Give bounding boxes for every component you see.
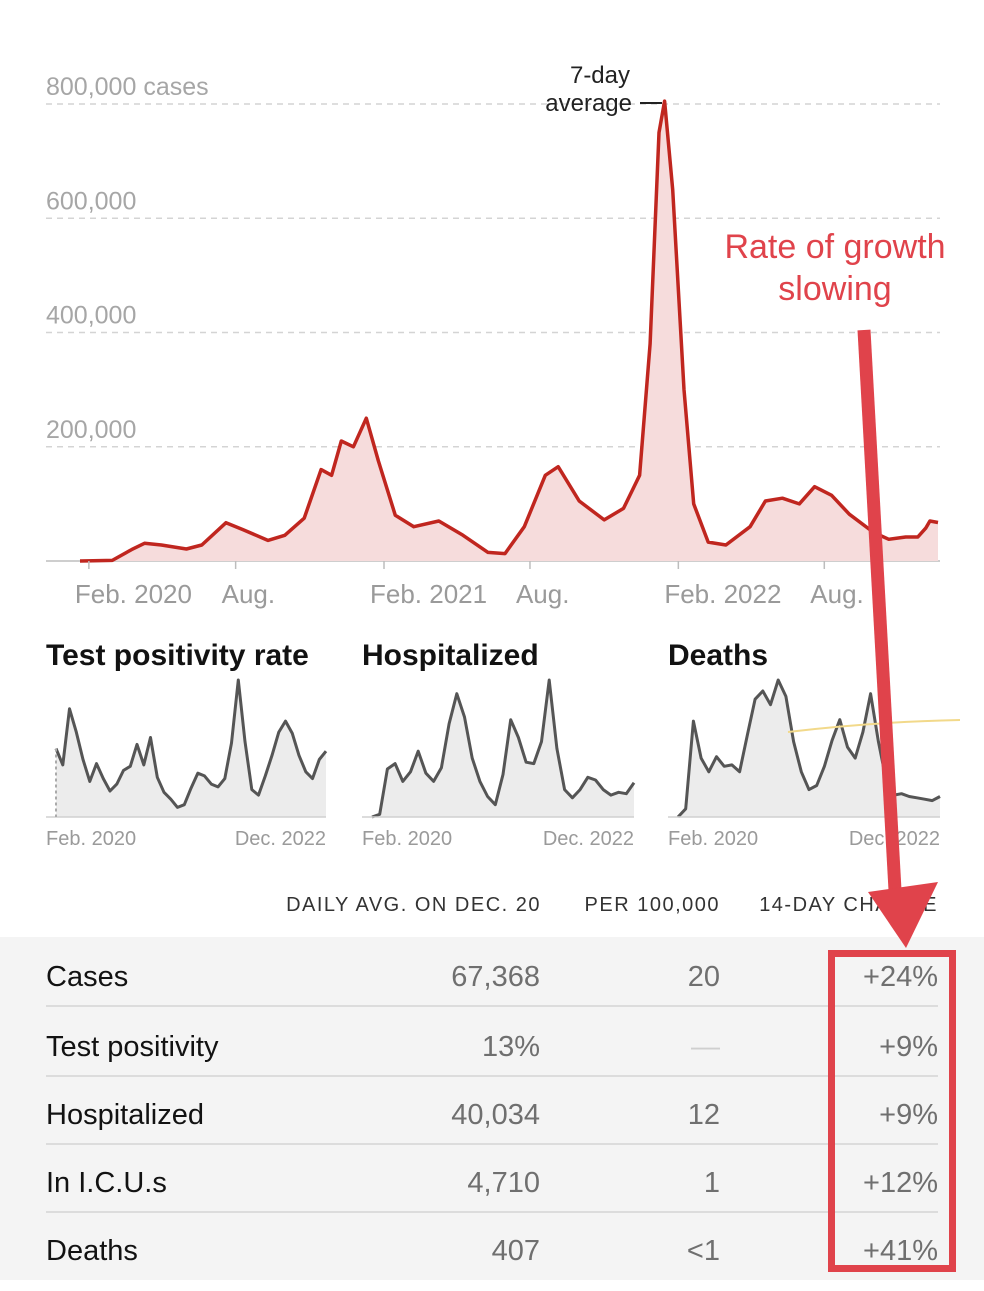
callout-line1: Rate of growth <box>724 228 945 266</box>
main-chart-gridlines: 200,000 400,000 600,000 800,000 cases <box>46 73 940 562</box>
main-chart-plot <box>79 99 939 563</box>
mini-area-fill <box>372 680 634 817</box>
row-daily-avg: 13% <box>481 1031 540 1063</box>
y-tick-label: 400,000 <box>46 302 136 330</box>
mini-x-tick-end: Dec. 2022 <box>849 828 940 850</box>
main-chart-x-ticks: Feb. 2020 Aug. Feb. 2021 Aug. Feb. 2022 Aug. <box>75 561 864 609</box>
row-daily-avg: 67,368 <box>451 961 540 993</box>
stats-table: Cases 67,368 20 +24% Test positivity 13%… <box>0 937 984 1280</box>
mini-x-tick-start: Feb. 2020 <box>46 828 136 850</box>
table-row-hospitalized: Hospitalized 40,034 12 +9% <box>46 1075 938 1145</box>
row-14-day-change: +9% <box>879 1099 938 1131</box>
row-label: Test positivity <box>46 1031 219 1063</box>
table-row-cases: Cases 67,368 20 +24% <box>46 937 938 1007</box>
row-label: Deaths <box>46 1235 138 1267</box>
cases-chart: 200,000 400,000 600,000 800,000 cases Feb. … <box>46 62 961 850</box>
row-label: In I.C.U.s <box>46 1167 167 1199</box>
y-tick-label: 800,000 cases <box>46 73 209 101</box>
mini-chart-hospitalized: Hospitalized Feb. 2020 Dec. 2022 <box>362 639 636 850</box>
row-daily-avg: 40,034 <box>451 1099 540 1131</box>
row-label: Cases <box>46 961 129 993</box>
row-per-100k: — <box>691 1031 720 1063</box>
header-14-day-change: 14-DAY CHANGE <box>759 894 938 916</box>
avg-label-line1: 7-day <box>570 62 630 89</box>
table-row-deaths: Deaths 407 <1 +41% <box>46 1211 938 1279</box>
row-per-100k: <1 <box>686 1235 720 1267</box>
row-14-day-change: +12% <box>863 1167 938 1199</box>
y-tick-label: 600,000 <box>46 187 136 215</box>
mini-chart-test-positivity-rate: Test positivity rate Feb. 2020 Dec. 2022 <box>46 639 328 850</box>
cases-7day-line <box>79 99 939 563</box>
mini-x-tick-start: Feb. 2020 <box>362 828 452 850</box>
x-tick-label: Feb. 2022 <box>664 579 781 609</box>
row-daily-avg: 4,710 <box>467 1167 540 1199</box>
header-daily-avg: DAILY AVG. ON DEC. 20 <box>286 894 541 916</box>
header-per-100k: PER 100,000 <box>584 894 720 916</box>
mini-chart-title: Hospitalized <box>362 639 539 672</box>
mini-x-tick-end: Dec. 2022 <box>235 828 326 850</box>
row-per-100k: 1 <box>703 1167 720 1199</box>
row-14-day-change: +24% <box>863 961 938 993</box>
mini-line <box>371 678 636 819</box>
callout-line2: slowing <box>778 270 891 308</box>
x-tick-label: Aug. <box>810 579 864 609</box>
mini-area-fill <box>56 680 326 817</box>
mini-x-tick-end: Dec. 2022 <box>543 828 634 850</box>
mini-chart-title: Deaths <box>668 639 768 672</box>
table-row-icu: In I.C.U.s 4,710 1 +12% <box>46 1143 938 1213</box>
x-tick-label: Feb. 2020 <box>75 579 192 609</box>
row-14-day-change: +41% <box>863 1235 938 1267</box>
mini-x-tick-start: Feb. 2020 <box>668 828 758 850</box>
mini-chart-title: Test positivity rate <box>46 639 309 672</box>
change-column-highlight-box <box>828 950 956 1272</box>
mini-chart-deaths: Deaths Feb. 2020 Dec. 2022 <box>668 639 941 850</box>
mini-area-fill <box>678 680 940 817</box>
row-label: Hospitalized <box>46 1099 204 1131</box>
y-tick-label: 200,000 <box>46 416 136 444</box>
row-per-100k: 20 <box>687 961 720 993</box>
row-per-100k: 12 <box>687 1099 720 1131</box>
row-daily-avg: 407 <box>491 1235 540 1267</box>
x-tick-label: Feb. 2021 <box>370 579 487 609</box>
x-tick-label: Aug. <box>516 579 570 609</box>
table-row-test-positivity: Test positivity 13% — +9% <box>46 1007 938 1077</box>
row-14-day-change: +9% <box>879 1031 938 1063</box>
mini-line <box>54 678 328 809</box>
avg-label-line2: average <box>545 90 632 117</box>
x-tick-label: Aug. <box>222 579 276 609</box>
